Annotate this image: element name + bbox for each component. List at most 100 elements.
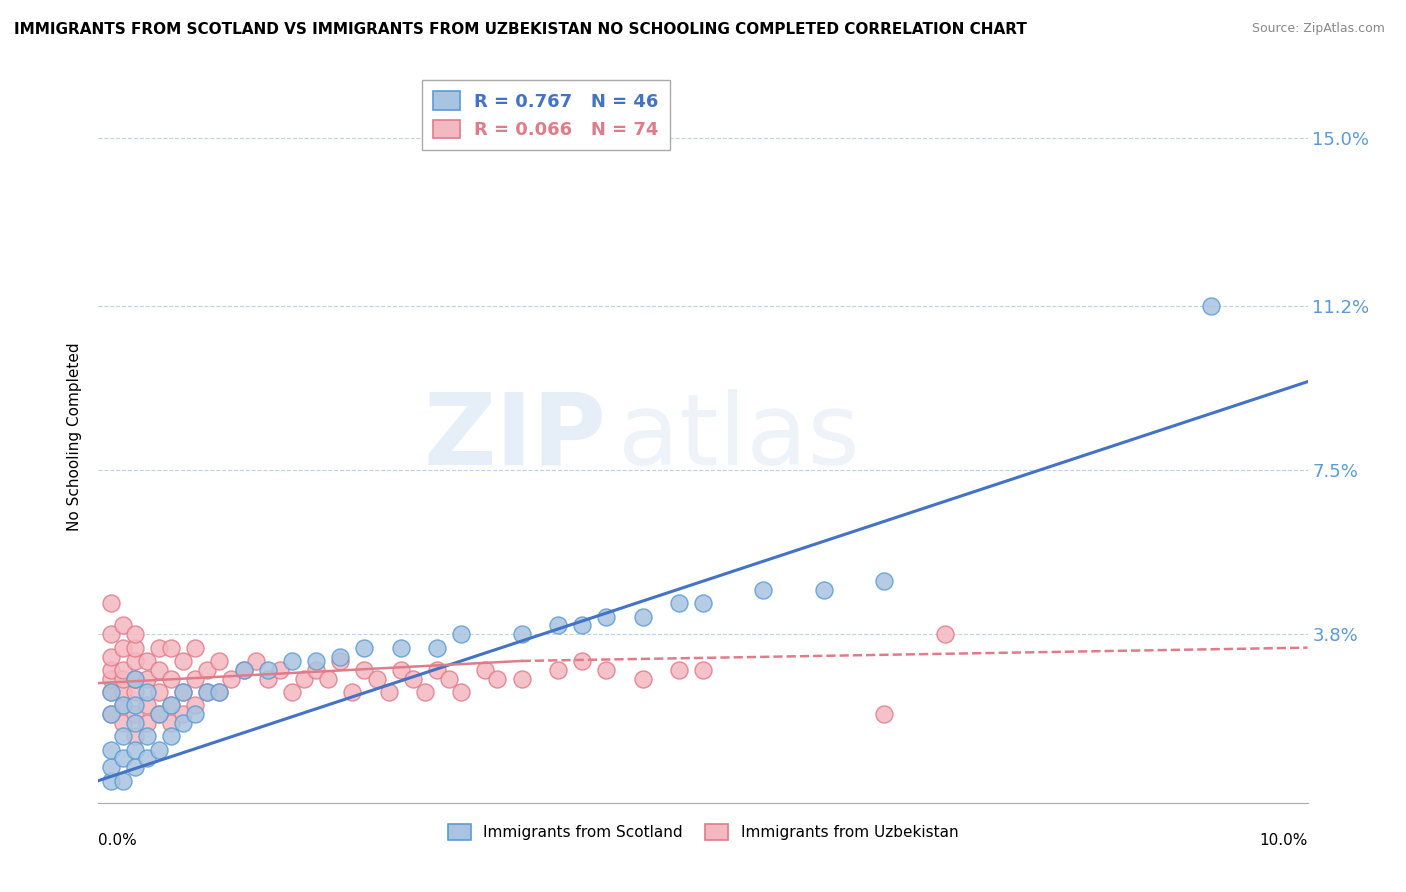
Point bbox=[269, 663, 291, 677]
Point bbox=[148, 640, 170, 655]
Point bbox=[111, 663, 134, 677]
Text: IMMIGRANTS FROM SCOTLAND VS IMMIGRANTS FROM UZBEKISTAN NO SCHOOLING COMPLETED CO: IMMIGRANTS FROM SCOTLAND VS IMMIGRANTS F… bbox=[14, 22, 1026, 37]
Point bbox=[692, 596, 714, 610]
Point bbox=[172, 685, 194, 699]
Point bbox=[281, 685, 304, 699]
Point bbox=[450, 685, 472, 699]
Text: 10.0%: 10.0% bbox=[1260, 833, 1308, 848]
Point bbox=[195, 685, 218, 699]
Point bbox=[692, 663, 714, 677]
Point bbox=[389, 663, 412, 677]
Point bbox=[135, 729, 157, 743]
Point bbox=[124, 716, 146, 731]
Point bbox=[245, 654, 267, 668]
Point bbox=[100, 707, 122, 722]
Point bbox=[160, 672, 183, 686]
Point bbox=[1199, 299, 1222, 313]
Point bbox=[813, 582, 835, 597]
Point bbox=[124, 742, 146, 756]
Point bbox=[668, 663, 690, 677]
Point bbox=[172, 654, 194, 668]
Point bbox=[160, 729, 183, 743]
Point bbox=[124, 729, 146, 743]
Point bbox=[329, 649, 352, 664]
Point bbox=[111, 698, 134, 713]
Point bbox=[571, 618, 593, 632]
Point bbox=[160, 716, 183, 731]
Point bbox=[124, 685, 146, 699]
Point bbox=[595, 663, 617, 677]
Point bbox=[100, 672, 122, 686]
Point bbox=[184, 672, 207, 686]
Point bbox=[148, 707, 170, 722]
Point bbox=[111, 729, 134, 743]
Point bbox=[316, 672, 339, 686]
Point bbox=[547, 663, 569, 677]
Point bbox=[413, 685, 436, 699]
Point bbox=[752, 582, 775, 597]
Point bbox=[208, 654, 231, 668]
Point bbox=[221, 672, 243, 686]
Point bbox=[329, 654, 352, 668]
Point bbox=[450, 627, 472, 641]
Point bbox=[148, 663, 170, 677]
Point bbox=[100, 773, 122, 788]
Point bbox=[160, 698, 183, 713]
Point bbox=[100, 627, 122, 641]
Point bbox=[474, 663, 496, 677]
Legend: Immigrants from Scotland, Immigrants from Uzbekistan: Immigrants from Scotland, Immigrants fro… bbox=[441, 818, 965, 847]
Point bbox=[100, 663, 122, 677]
Text: 0.0%: 0.0% bbox=[98, 833, 138, 848]
Point bbox=[100, 685, 122, 699]
Point bbox=[426, 640, 449, 655]
Point bbox=[873, 574, 896, 589]
Point bbox=[135, 751, 157, 765]
Point bbox=[100, 760, 122, 774]
Point bbox=[353, 640, 375, 655]
Point bbox=[510, 672, 533, 686]
Point bbox=[353, 663, 375, 677]
Point bbox=[934, 627, 956, 641]
Point bbox=[135, 698, 157, 713]
Point bbox=[281, 654, 304, 668]
Point bbox=[172, 685, 194, 699]
Point bbox=[402, 672, 425, 686]
Point bbox=[111, 698, 134, 713]
Point bbox=[631, 609, 654, 624]
Point bbox=[160, 640, 183, 655]
Point bbox=[195, 685, 218, 699]
Point bbox=[135, 716, 157, 731]
Point bbox=[184, 640, 207, 655]
Point bbox=[305, 663, 328, 677]
Point bbox=[208, 685, 231, 699]
Point bbox=[111, 640, 134, 655]
Point bbox=[184, 707, 207, 722]
Point bbox=[124, 672, 146, 686]
Point bbox=[135, 654, 157, 668]
Point bbox=[305, 654, 328, 668]
Point bbox=[232, 663, 254, 677]
Point bbox=[124, 672, 146, 686]
Point bbox=[172, 707, 194, 722]
Point bbox=[111, 751, 134, 765]
Point bbox=[111, 672, 134, 686]
Point bbox=[100, 742, 122, 756]
Point bbox=[486, 672, 509, 686]
Point bbox=[100, 649, 122, 664]
Point bbox=[256, 663, 278, 677]
Point bbox=[124, 698, 146, 713]
Point bbox=[100, 707, 122, 722]
Point bbox=[547, 618, 569, 632]
Text: atlas: atlas bbox=[619, 389, 860, 485]
Point bbox=[232, 663, 254, 677]
Point bbox=[124, 627, 146, 641]
Text: Source: ZipAtlas.com: Source: ZipAtlas.com bbox=[1251, 22, 1385, 36]
Point bbox=[135, 672, 157, 686]
Point bbox=[135, 685, 157, 699]
Point bbox=[160, 698, 183, 713]
Point bbox=[124, 654, 146, 668]
Point bbox=[148, 707, 170, 722]
Point bbox=[342, 685, 364, 699]
Point bbox=[366, 672, 388, 686]
Point bbox=[148, 685, 170, 699]
